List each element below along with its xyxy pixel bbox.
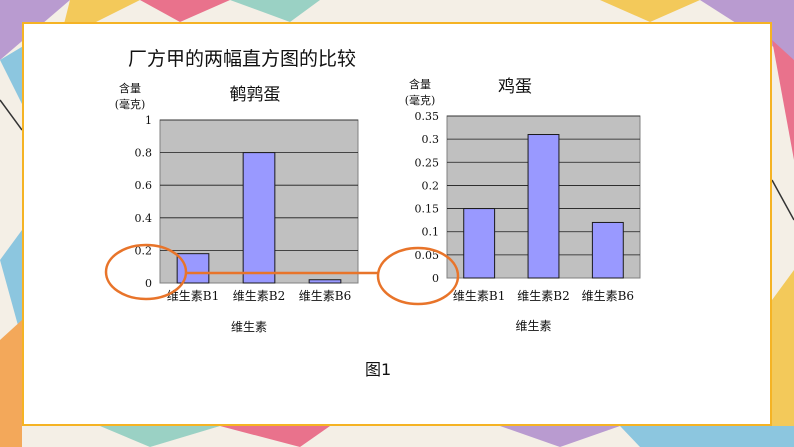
page-title: 厂方甲的两幅直方图的比较 [128,48,357,70]
y-tick-label: 0.2 [135,244,153,257]
bar-1 [176,253,210,284]
y-tick-label: 0.6 [135,179,153,192]
y-axis-title: (毫克) [405,93,436,107]
figure-caption: 图1 [365,360,392,379]
y-tick-label: 0.05 [415,249,440,262]
chart-title: 鸡蛋 [498,77,532,97]
y-axis-title: (毫克) [115,97,146,111]
x-tick-label: 维生素B2 [517,289,569,303]
y-axis-title: 含量 [409,77,431,91]
y-tick-label: 1 [145,114,152,127]
bar-2 [242,152,276,284]
x-axis-title: 维生素 [515,319,551,333]
y-axis-title: 含量 [119,81,141,95]
y-tick-label: 0 [145,277,152,290]
y-tick-label: 0.2 [422,179,440,192]
y-tick-label: 0.35 [415,110,440,123]
x-tick-label: 维生素B6 [582,289,634,303]
chart-title: 鹌鹑蛋 [230,85,281,105]
y-tick-label: 0.1 [422,226,440,239]
y-tick-label: 0.15 [415,203,440,216]
x-tick-label: 维生素B1 [453,289,505,303]
bar-3 [591,221,624,279]
y-tick-label: 0 [432,272,439,285]
x-tick-label: 维生素B6 [299,289,351,303]
y-tick-label: 0.25 [415,156,440,169]
y-tick-label: 0.4 [135,212,153,225]
y-tick-label: 0.3 [422,133,440,146]
bar-2 [527,134,560,279]
x-tick-label: 维生素B2 [233,289,285,303]
chart-chicken-egg: 0 0.05 0.1 0.15 0.2 0.25 0.3 0.35 维生素B1 维生素B2 维生素B… [405,77,641,333]
bar-3 [308,279,342,284]
x-axis-title: 维生素 [231,320,267,334]
y-tick-label: 0.8 [135,147,153,160]
chart-quail-egg: 0 0.2 0.4 0.6 0.8 1 维生素B1 维生素B2 维生素B6 维生素 鹌鹑蛋 含量 (毫克… [115,81,359,334]
bar-1 [463,208,496,279]
slide-panel [22,22,772,426]
x-tick-label: 维生素B1 [167,289,219,303]
